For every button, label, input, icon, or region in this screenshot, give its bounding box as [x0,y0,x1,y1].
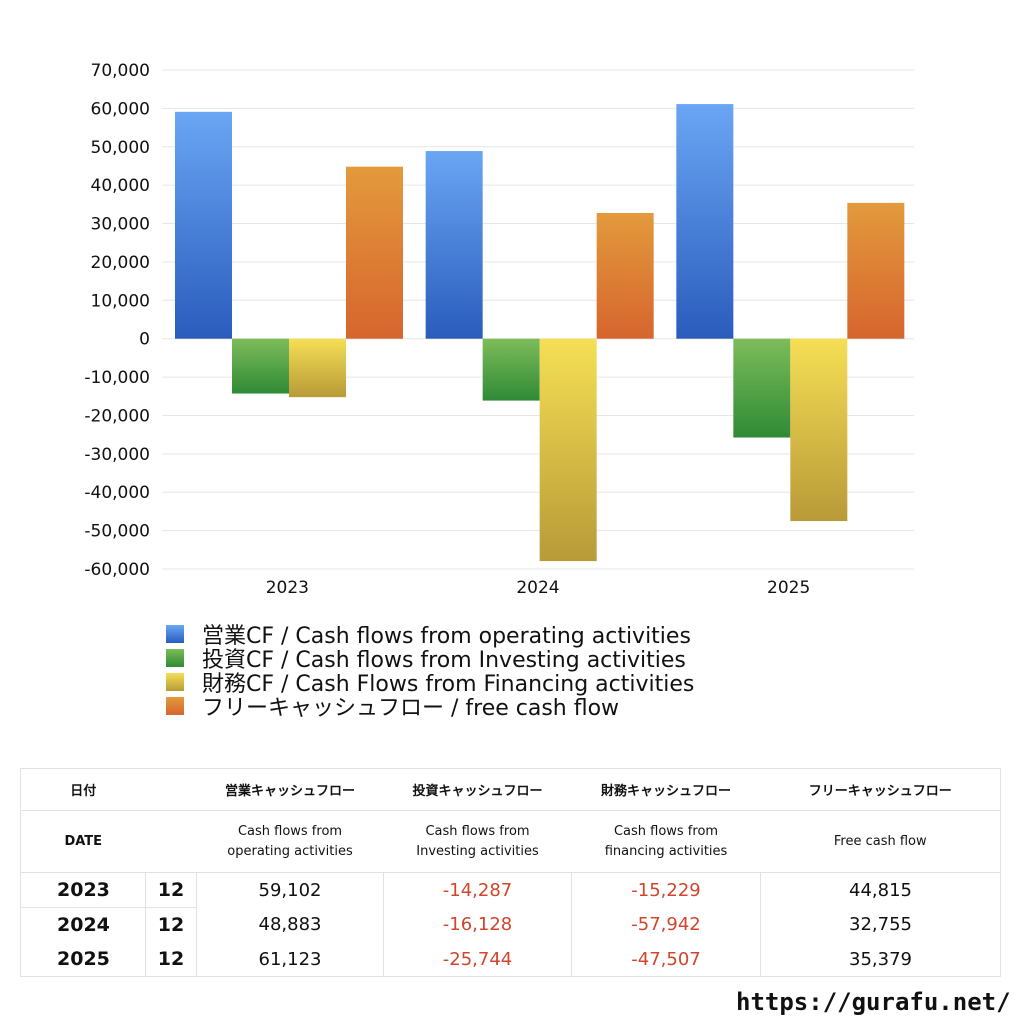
header-investing-en-line2: Investing activities [416,843,539,859]
y-tick-label: 20,000 [91,253,150,273]
table-row: 2024 12 48,883 -16,128 -57,942 32,755 [20,907,1001,942]
bars [175,104,905,562]
header-financing-en: Cash flows from financing activities [571,810,761,873]
grid-lines [162,69,914,570]
header-investing-jp: 投資キャッシュフロー [383,768,572,811]
cash-flow-chart: 70,000 60,000 50,000 40,000 30,000 20,000 10,0… [84,61,914,598]
row-year: 2024 [20,907,146,942]
row-free: 35,379 [760,942,1001,977]
site-url[interactable]: https://gurafu.net/ [736,988,1011,1016]
table-row: 2025 12 61,123 -25,744 -47,507 35,379 [20,942,1001,977]
row-financing: -15,229 [571,872,761,908]
legend-label-financing: 財務CF / Cash Flows from Financing activit… [202,672,695,697]
header-free-en: Free cash flow [760,810,1001,873]
legend-swatch-operating [166,625,184,643]
y-tick-label: 40,000 [91,176,150,196]
bar-2025-series-2 [733,338,791,438]
bar-2023-series-2 [232,338,289,394]
row-operating: 59,102 [196,872,384,908]
header-financing-en-line2: financing activities [604,843,728,859]
y-tick-label: 10,000 [91,291,150,311]
y-tick-label: 30,000 [91,215,150,235]
bar-2025-series-1 [676,104,734,339]
row-free: 32,755 [760,907,1001,942]
x-tick-label: 2024 [516,578,559,598]
bar-2023-series-3 [289,338,346,398]
legend-label-operating: 営業CF / Cash flows from operating activit… [202,624,691,649]
row-month: 12 [145,907,197,942]
y-tick-label: -50,000 [84,522,150,542]
y-tick-label: 50,000 [91,138,150,158]
bar-2025-series-4 [847,202,905,339]
row-month: 12 [145,942,197,977]
row-free: 44,815 [760,872,1001,908]
y-tick-label: -40,000 [84,483,150,503]
legend-swatch-free [166,697,184,715]
header-free-jp: フリーキャッシュフロー [760,768,1001,811]
table-row: 2023 12 59,102 -14,287 -15,229 44,815 [20,872,1001,908]
header-investing-en: Cash flows from Investing activities [383,810,572,873]
bar-2024-series-4 [596,212,654,339]
legend-label-investing: 投資CF / Cash flows from Investing activit… [202,648,686,673]
header-financing-jp: 財務キャッシュフロー [571,768,761,811]
legend-item-financing: 財務CF / Cash Flows from Financing activit… [166,670,694,697]
row-operating: 48,883 [196,907,384,942]
y-tick-label: 70,000 [91,61,150,81]
header-investing-en-line1: Cash flows from [425,823,530,839]
bar-2023-series-4 [346,166,403,339]
y-tick-label: -20,000 [84,406,150,426]
x-axis-ticks: 2023 2024 2025 [266,578,811,598]
y-tick-label: -60,000 [84,560,150,580]
x-tick-label: 2023 [266,578,309,598]
legend: 営業CF / Cash flows from operating activit… [166,622,694,721]
legend-item-operating: 営業CF / Cash flows from operating activit… [166,622,694,649]
header-operating-en: Cash flows from operating activities [196,810,384,873]
legend-item-investing: 投資CF / Cash flows from Investing activit… [166,646,694,673]
row-investing: -14,287 [383,872,572,908]
y-tick-label: 0 [139,330,150,350]
x-tick-label: 2025 [767,578,810,598]
header-operating-en-line1: Cash flows from [237,823,343,839]
y-tick-label: -10,000 [84,368,150,388]
header-date-jp: 日付 [20,768,146,811]
row-financing: -57,942 [571,907,761,942]
row-financing: -47,507 [571,942,761,977]
header-operating-jp: 営業キャッシュフロー [196,768,384,811]
legend-label-free: フリーキャッシュフロー / free cash flow [202,696,620,721]
header-financing-en-line1: Cash flows from [613,823,719,839]
header-spacer [145,810,197,873]
legend-swatch-financing [166,673,184,691]
row-month: 12 [145,872,197,908]
bar-2024-series-1 [425,151,483,339]
header-spacer [145,768,197,811]
y-tick-label: 60,000 [91,99,150,119]
row-investing: -25,744 [383,942,572,977]
header-date-en: DATE [20,810,146,873]
y-tick-label: -30,000 [84,445,150,465]
row-operating: 61,123 [196,942,384,977]
row-year: 2025 [20,942,146,977]
header-operating-en-line2: operating activities [227,843,353,859]
row-investing: -16,128 [383,907,572,942]
legend-item-free: フリーキャッシュフロー / free cash flow [166,694,694,721]
row-year: 2023 [20,872,146,908]
table-header-jp: 日付 営業キャッシュフロー 投資キャッシュフロー 財務キャッシュフロー フリーキ… [20,768,1001,811]
bar-2023-series-1 [175,111,232,339]
bar-2025-series-3 [790,338,848,522]
bar-2024-series-2 [482,338,540,401]
bar-2024-series-3 [539,338,597,562]
legend-swatch-investing [166,649,184,667]
table-header-en: DATE Cash flows from operating activities… [20,810,1001,873]
cash-flow-table: 日付 営業キャッシュフロー 投資キャッシュフロー 財務キャッシュフロー フリーキ… [20,768,1001,977]
y-axis-ticks: 70,000 60,000 50,000 40,000 30,000 20,000 10,0… [84,61,150,580]
